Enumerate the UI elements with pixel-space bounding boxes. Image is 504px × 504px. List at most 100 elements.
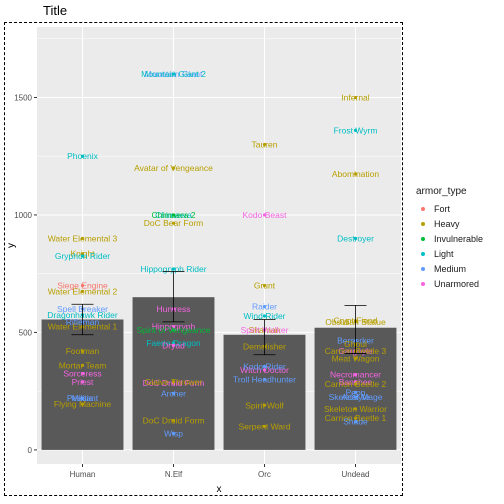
x-tick-label: N.Elf bbox=[165, 470, 183, 479]
data-point bbox=[80, 380, 85, 384]
point-label: Skeleton Warrior bbox=[324, 404, 387, 414]
data-point bbox=[80, 254, 85, 258]
data-point bbox=[80, 349, 85, 353]
data-point bbox=[262, 142, 267, 147]
legend-label: Heavy bbox=[434, 218, 460, 229]
data-point bbox=[171, 72, 176, 76]
legend-item: Invulnerable bbox=[416, 231, 483, 246]
data-point bbox=[353, 356, 358, 360]
data-point bbox=[353, 395, 358, 399]
legend-item: Unarmored bbox=[416, 276, 483, 291]
point-label: Spirit Wolf bbox=[245, 400, 284, 410]
point-label: Banshee bbox=[339, 377, 373, 387]
legend-dot bbox=[421, 281, 425, 286]
point-label: Sorceress bbox=[63, 369, 101, 379]
data-point bbox=[80, 402, 85, 406]
point-label: Priest bbox=[72, 377, 94, 387]
data-point bbox=[80, 236, 85, 241]
point-label: Infernal bbox=[341, 92, 369, 102]
point-label: Glaive Thrower bbox=[145, 377, 203, 387]
data-point bbox=[80, 289, 85, 293]
data-point bbox=[171, 418, 176, 423]
point-label: Frost Wyrm bbox=[334, 125, 378, 135]
point-label: Carrion Beetle 1 bbox=[325, 413, 387, 423]
point-label: Carrion Beetle 2 bbox=[325, 379, 387, 389]
x-tick-label: Human bbox=[70, 470, 96, 479]
legend-item: Medium bbox=[416, 261, 483, 276]
legend-item: Fort bbox=[416, 201, 483, 216]
data-point bbox=[262, 213, 267, 217]
point-label: Serpent Ward bbox=[238, 421, 290, 431]
point-label: Siege Engine bbox=[57, 280, 108, 290]
data-point bbox=[80, 154, 85, 158]
legend-key bbox=[416, 201, 430, 216]
data-point bbox=[80, 363, 85, 367]
legend-key bbox=[416, 261, 430, 276]
data-point bbox=[353, 390, 358, 394]
data-point bbox=[353, 172, 358, 176]
data-point bbox=[171, 213, 176, 217]
legend-label: Light bbox=[434, 248, 454, 259]
data-point bbox=[353, 420, 358, 424]
data-point bbox=[353, 95, 358, 100]
point-label: Hippogryph bbox=[152, 322, 196, 332]
point-label: Wisp bbox=[164, 428, 183, 438]
y-tick-label: 1500 bbox=[14, 93, 32, 102]
point-label: Chimaera 2 bbox=[152, 210, 196, 220]
point-label: Phoenix bbox=[67, 151, 98, 161]
data-point bbox=[262, 368, 267, 372]
legend-title: armor_type bbox=[416, 186, 467, 197]
point-label: Meat Wagon bbox=[332, 353, 380, 363]
data-point bbox=[353, 416, 358, 420]
data-point bbox=[171, 431, 176, 436]
point-label: Water Elemental 2 bbox=[48, 286, 118, 296]
point-label: Witch Doctor bbox=[240, 365, 289, 375]
data-point bbox=[262, 364, 267, 369]
y-tick-label: 500 bbox=[19, 328, 33, 337]
bar bbox=[132, 297, 215, 450]
point-label: Kodo Rider bbox=[243, 361, 286, 371]
point-label: Faerie Dragon bbox=[146, 338, 201, 348]
data-point bbox=[171, 166, 176, 170]
data-point bbox=[262, 403, 267, 407]
data-point bbox=[171, 221, 176, 225]
data-point bbox=[80, 252, 85, 256]
point-label: Water Elemental 3 bbox=[48, 233, 118, 243]
x-tick-label: Orc bbox=[258, 470, 271, 479]
data-point bbox=[353, 382, 358, 386]
data-point bbox=[171, 267, 176, 271]
data-point bbox=[80, 371, 85, 376]
legend-dot bbox=[421, 206, 425, 211]
point-label: Gryphon Rider bbox=[55, 251, 110, 261]
point-label: Necromancer bbox=[330, 370, 381, 380]
point-label: Mountain Giant 2 bbox=[141, 69, 206, 79]
data-point bbox=[353, 380, 358, 384]
legend: armor_type Fort Heavy Invulnerable Light Med… bbox=[416, 186, 483, 291]
legend-key bbox=[416, 231, 430, 246]
data-point bbox=[171, 380, 176, 384]
point-label: Peon bbox=[346, 387, 366, 397]
point-label: Dryad bbox=[162, 340, 185, 350]
x-axis-title: x bbox=[217, 484, 222, 495]
point-label: Peasant bbox=[67, 393, 99, 403]
legend-label: Invulnerable bbox=[434, 233, 484, 244]
point-label: Flying Machine bbox=[54, 399, 111, 409]
point-label: Troll Headhunter bbox=[233, 374, 296, 384]
data-point bbox=[262, 283, 267, 288]
data-point bbox=[80, 283, 85, 288]
bar bbox=[41, 319, 124, 450]
data-point bbox=[262, 314, 267, 318]
point-label: Kodo Beast bbox=[243, 210, 288, 220]
legend-label: Unarmored bbox=[434, 278, 480, 289]
point-label: Abomination bbox=[332, 169, 380, 179]
data-point bbox=[262, 377, 267, 382]
legend-dot bbox=[421, 266, 425, 271]
point-label: Footman bbox=[66, 346, 100, 356]
legend-dot bbox=[421, 251, 425, 256]
point-label: Shade bbox=[343, 417, 368, 427]
point-label: Hippogryph Rider bbox=[140, 264, 206, 274]
y-tick-label: 0 bbox=[28, 446, 33, 455]
data-point bbox=[353, 407, 358, 411]
